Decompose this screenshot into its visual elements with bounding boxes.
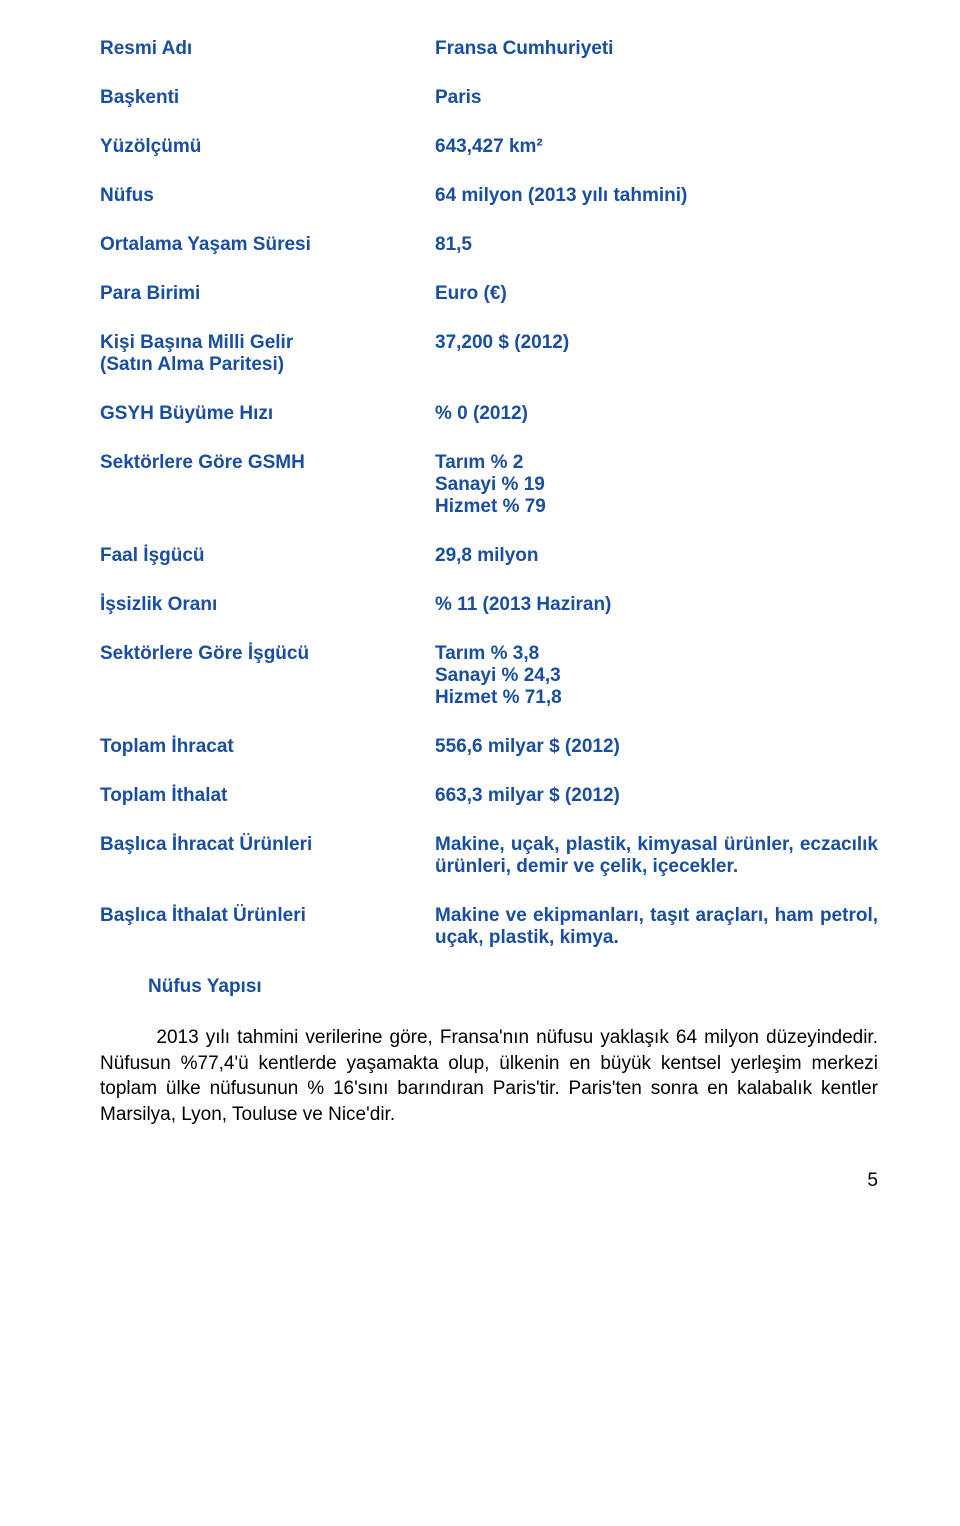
row-label: Başlıca İthalat Ürünleri [100,905,435,927]
paragraph-text: 2013 yılı tahmini verilerine göre, Frans… [100,1027,878,1125]
row-value-text: 81,5 [435,234,878,256]
page-number: 5 [100,1170,878,1192]
data-row: Toplam İthalat 663,3 milyar $ (2012) [100,785,878,807]
data-row: Sektörlere Göre İşgücü Tarım % 3,8Sanayi … [100,643,878,709]
data-row: Faal İşgücü 29,8 milyon [100,545,878,567]
row-label-text: Faal İşgücü [100,545,205,566]
row-value: 663,3 milyar $ (2012) [435,785,878,807]
row-label: Başlıca İhracat Ürünleri [100,834,435,856]
row-label-text: Yüzölçümü [100,136,201,157]
row-value: Tarım % 3,8Sanayi % 24,3Hizmet % 71,8 [435,643,878,709]
row-label: Toplam İhracat [100,736,435,758]
row-value-text: Euro (€) [435,283,878,305]
paragraph-indent [100,1027,156,1048]
row-label-text: Toplam İthalat [100,785,227,806]
row-label-text: Toplam İhracat [100,736,234,757]
row-label: GSYH Büyüme Hızı [100,403,435,425]
row-value: % 11 (2013 Haziran) [435,594,878,616]
data-row: Başlıca İhracat Ürünleri Makine, uçak, pl… [100,834,878,878]
data-row: GSYH Büyüme Hızı % 0 (2012) [100,403,878,425]
row-label: Ortalama Yaşam Süresi [100,234,435,256]
data-row: Nüfus 64 milyon (2013 yılı tahmini) [100,185,878,207]
data-row: Toplam İhracat 556,6 milyar $ (2012) [100,736,878,758]
row-label: Toplam İthalat [100,785,435,807]
row-label: Para Birimi [100,283,435,305]
row-value: % 0 (2012) [435,403,878,425]
data-row: Para Birimi Euro (€) [100,283,878,305]
row-label: Resmi Adı [100,38,435,60]
row-value-line: Sanayi % 19 [435,474,878,496]
row-label: Faal İşgücü [100,545,435,567]
row-value-text: Fransa Cumhuriyeti [435,38,878,60]
row-value-text: Paris [435,87,878,109]
row-value-line: Hizmet % 71,8 [435,687,878,709]
row-label: Nüfus [100,185,435,207]
row-value-text: Makine ve ekipmanları, taşıt araçları, h… [435,905,878,949]
row-label: Sektörlere Göre İşgücü [100,643,435,665]
row-label-text: Başkenti [100,87,179,108]
row-label-text: Sektörlere Göre İşgücü [100,643,309,664]
row-label-text: GSYH Büyüme Hızı [100,403,273,424]
row-value-line: Tarım % 3,8 [435,643,878,665]
row-label-text: Sektörlere Göre GSMH [100,452,305,473]
row-value: 643,427 km² [435,136,878,158]
row-value-text: Makine, uçak, plastik, kimyasal ürünler,… [435,834,878,878]
row-label-text: Nüfus [100,185,154,206]
row-value-line: Sanayi % 24,3 [435,665,878,687]
row-value: 556,6 milyar $ (2012) [435,736,878,758]
row-value-text: % 11 (2013 Haziran) [435,594,878,616]
row-value: Fransa Cumhuriyeti [435,38,878,60]
row-label: Başkenti [100,87,435,109]
row-value: Euro (€) [435,283,878,305]
row-label: Sektörlere Göre GSMH [100,452,435,474]
row-value-text: 29,8 milyon [435,545,878,567]
data-row: Başlıca İthalat Ürünleri Makine ve ekipma… [100,905,878,949]
section-heading-nufus-yapisi: Nüfus Yapısı [100,976,878,998]
row-value-text: 643,427 km² [435,136,878,158]
row-label-text: Başlıca İthalat Ürünleri [100,905,306,926]
row-value: Paris [435,87,878,109]
row-value-line: Hizmet % 79 [435,496,878,518]
row-value: 37,200 $ (2012) [435,332,878,354]
row-value: Makine ve ekipmanları, taşıt araçları, h… [435,905,878,949]
row-label: Yüzölçümü [100,136,435,158]
row-value: 81,5 [435,234,878,256]
data-row: Başkenti Paris [100,87,878,109]
row-value-text: 37,200 $ (2012) [435,332,878,354]
row-label: Kişi Başına Milli Gelir(Satın Alma Parit… [100,332,435,376]
row-label-text: İşsizlik Oranı [100,594,217,615]
row-value-text: 64 milyon (2013 yılı tahmini) [435,185,878,207]
row-value-text: % 0 (2012) [435,403,878,425]
row-value: Makine, uçak, plastik, kimyasal ürünler,… [435,834,878,878]
row-value-line: Tarım % 2 [435,452,878,474]
body-paragraph: 2013 yılı tahmini verilerine göre, Frans… [100,1025,878,1128]
row-value: Tarım % 2Sanayi % 19Hizmet % 79 [435,452,878,518]
data-row: Resmi Adı Fransa Cumhuriyeti [100,38,878,60]
data-row: Kişi Başına Milli Gelir(Satın Alma Parit… [100,332,878,376]
data-row: İşsizlik Oranı % 11 (2013 Haziran) [100,594,878,616]
row-label: İşsizlik Oranı [100,594,435,616]
row-value: 64 milyon (2013 yılı tahmini) [435,185,878,207]
row-value-text: 556,6 milyar $ (2012) [435,736,878,758]
data-row: Yüzölçümü 643,427 km² [100,136,878,158]
row-label-text: Para Birimi [100,283,200,304]
row-value: 29,8 milyon [435,545,878,567]
row-label-text: Kişi Başına Milli Gelir(Satın Alma Parit… [100,332,293,375]
row-label-text: Resmi Adı [100,38,192,59]
row-value-text: 663,3 milyar $ (2012) [435,785,878,807]
data-row: Ortalama Yaşam Süresi 81,5 [100,234,878,256]
row-label-text: Ortalama Yaşam Süresi [100,234,311,255]
data-row: Sektörlere Göre GSMH Tarım % 2Sanayi % 19… [100,452,878,518]
row-label-text: Başlıca İhracat Ürünleri [100,834,312,855]
